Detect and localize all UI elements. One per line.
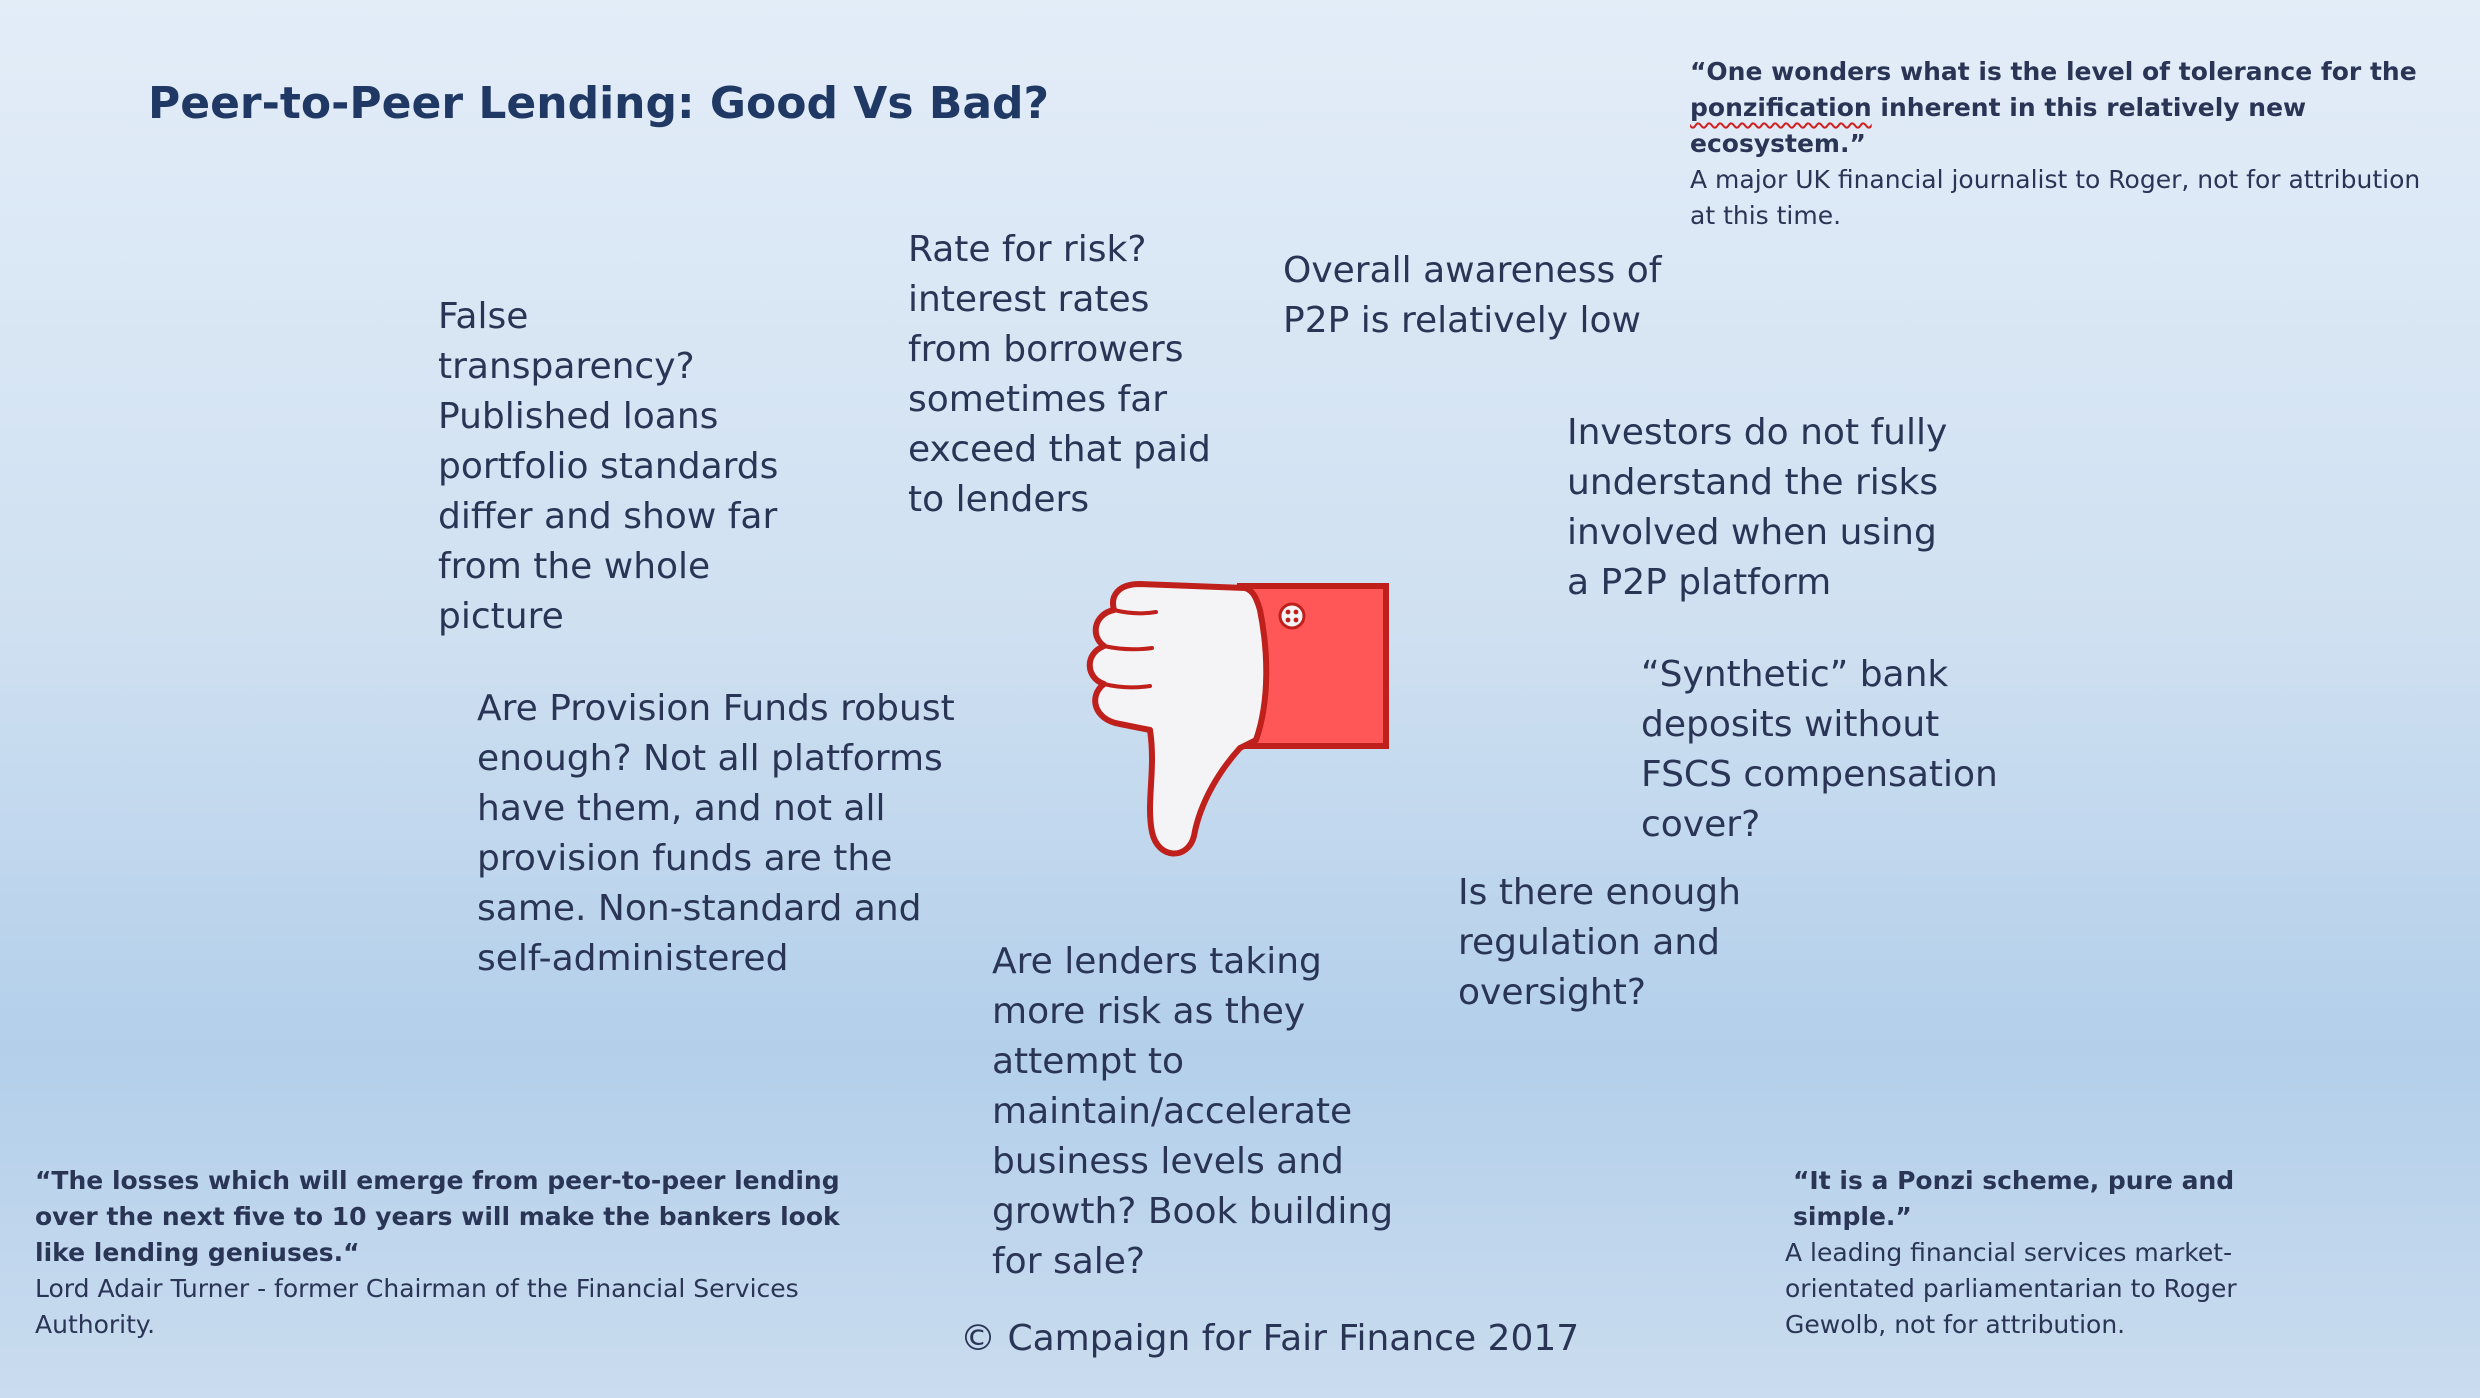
copyright-footer: © Campaign for Fair Finance 2017: [960, 1318, 1580, 1359]
quote-bottom-left: “The losses which will emerge from peer-…: [35, 1163, 895, 1343]
quote-bottom-right: “It is a Ponzi scheme, pure and simple.”…: [1785, 1163, 2345, 1343]
quote-bottom-right-text: “It is a Ponzi scheme, pure and simple.”: [1793, 1166, 2235, 1231]
flagged-word: ponzification: [1690, 93, 1872, 122]
quote-bottom-right-source: A leading financial services market-orie…: [1785, 1238, 2237, 1339]
point-provision-funds: Are Provision Funds robust enough? Not a…: [477, 688, 955, 979]
point-investors: Investors do not fully understand the ri…: [1567, 412, 1948, 603]
quote-top-right-line2: inherent in this relatively new ecosyste…: [1690, 93, 2307, 158]
quote-top-right-line1: “One wonders what is the level of tolera…: [1690, 57, 2417, 86]
point-false-transparency: False transparency? Published loans port…: [438, 296, 779, 637]
quote-bottom-left-source: Lord Adair Turner - former Chairman of t…: [35, 1274, 799, 1339]
point-lenders-risk: Are lenders taking more risk as they att…: [992, 941, 1394, 1282]
thumbs-down-icon: [1086, 581, 1389, 857]
page-title: Peer-to-Peer Lending: Good Vs Bad?: [148, 78, 1050, 129]
quote-top-right-text: “One wonders what is the level of tolera…: [1690, 54, 2450, 162]
point-synthetic-deposits: “Synthetic” bank deposits without FSCS c…: [1641, 654, 1998, 845]
point-rate-for-risk: Rate for risk? interest rates from borro…: [908, 229, 1211, 520]
point-regulation: Is there enough regulation and oversight…: [1458, 872, 1741, 1013]
quote-top-right: “One wonders what is the level of tolera…: [1690, 54, 2450, 234]
point-awareness: Overall awareness of P2P is relatively l…: [1283, 250, 1662, 341]
quote-top-right-source: A major UK financial journalist to Roger…: [1690, 165, 2421, 230]
quote-bottom-left-text: “The losses which will emerge from peer-…: [35, 1166, 840, 1267]
